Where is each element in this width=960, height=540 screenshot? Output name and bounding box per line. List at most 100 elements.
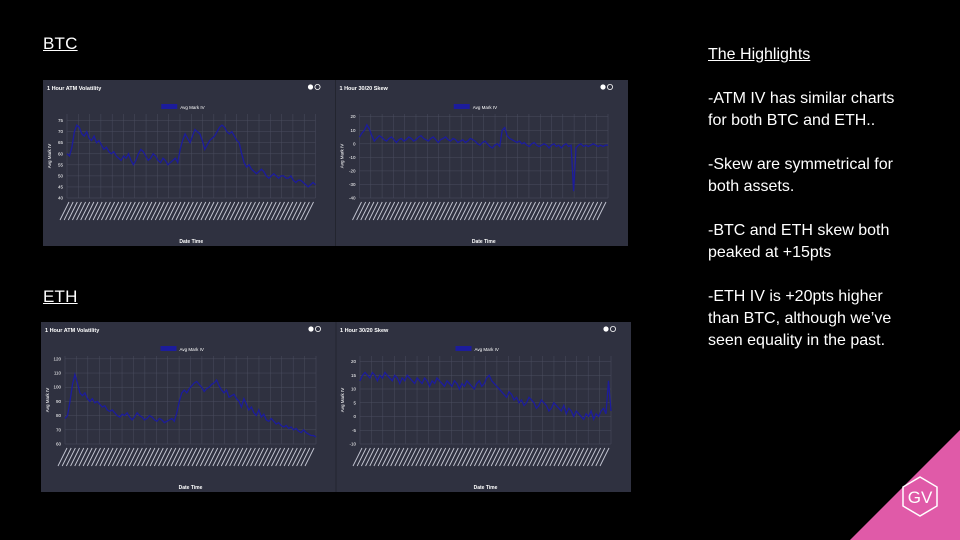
info-icon[interactable] <box>603 326 609 332</box>
highlights-panel: The Highlights -ATM IV has similar chart… <box>708 44 898 374</box>
y-axis-label: Avg Mark IV <box>340 388 345 412</box>
x-tick-label <box>275 201 285 221</box>
y-axis-label: Avg Mark IV <box>47 144 52 168</box>
x-tick-label <box>195 447 206 467</box>
x-tick-label <box>410 201 420 221</box>
help-icon[interactable] <box>607 84 614 90</box>
x-tick-label <box>65 447 76 467</box>
x-tick-label <box>360 447 371 467</box>
x-tick-label <box>191 447 202 467</box>
x-tick-label <box>571 201 582 221</box>
x-tick-label <box>439 201 449 221</box>
info-icon[interactable] <box>307 84 314 90</box>
x-tick-label <box>536 447 547 467</box>
info-icon[interactable] <box>600 84 606 90</box>
x-tick-label <box>513 201 524 221</box>
x-tick-label <box>245 447 256 467</box>
x-tick-label <box>283 201 294 221</box>
legend-label: Avg Mark IV <box>180 347 204 352</box>
x-tick-label <box>179 201 190 221</box>
x-tick-label <box>482 447 493 467</box>
legend-swatch <box>160 346 177 351</box>
x-tick-label <box>59 201 70 221</box>
x-tick-label <box>530 201 541 221</box>
x-tick-label <box>551 201 561 221</box>
x-tick-label <box>397 201 408 221</box>
x-tick-label <box>80 201 91 221</box>
x-tick-label <box>132 447 143 467</box>
x-tick-label <box>364 201 375 221</box>
x-tick-label <box>532 447 543 467</box>
y-axis-label: Avg Mark IV <box>45 388 50 412</box>
x-tick-label <box>540 447 551 467</box>
x-tick-label <box>84 201 95 221</box>
x-tick-label <box>472 201 483 221</box>
y-tick-label: 120 <box>53 356 61 361</box>
x-axis-label: Date Time <box>474 485 498 491</box>
y-tick-label: 20 <box>351 359 357 364</box>
x-tick-label <box>465 447 476 467</box>
x-tick-label <box>575 201 586 221</box>
y-tick-label: -30 <box>349 182 356 187</box>
x-tick-label <box>534 201 545 221</box>
y-tick-label: 55 <box>58 162 64 167</box>
btc-section-title: BTC <box>43 34 78 53</box>
y-tick-label: 15 <box>351 373 357 378</box>
y-tick-label: 20 <box>350 114 356 119</box>
help-icon[interactable] <box>314 326 321 332</box>
x-tick-label <box>141 447 152 467</box>
x-tick-label <box>61 447 72 467</box>
x-tick-label <box>67 201 78 221</box>
x-tick-label <box>82 447 93 467</box>
x-tick-label <box>72 201 82 221</box>
x-tick-label <box>258 447 269 467</box>
x-tick-label <box>233 201 244 221</box>
x-tick-label <box>499 447 509 467</box>
x-tick-label <box>352 201 362 221</box>
x-tick-label <box>414 201 425 221</box>
x-tick-label <box>196 201 207 221</box>
x-tick-label <box>220 447 231 467</box>
help-icon[interactable] <box>610 326 617 332</box>
x-tick-label <box>250 201 261 221</box>
x-tick-label <box>405 201 416 221</box>
x-tick-label <box>503 447 514 467</box>
x-tick-label <box>283 447 294 467</box>
x-tick-label <box>279 201 290 221</box>
x-tick-label <box>501 201 512 221</box>
x-tick-label <box>390 447 401 467</box>
x-tick-label <box>484 201 495 221</box>
y-tick-label: 10 <box>350 128 356 133</box>
x-tick-label <box>225 201 236 221</box>
x-tick-label <box>432 447 442 467</box>
x-tick-label <box>241 201 252 221</box>
chart-title: 1 Hour ATM Volatility <box>45 328 100 334</box>
x-tick-label <box>422 201 433 221</box>
x-tick-label <box>381 201 391 221</box>
x-tick-label <box>542 201 553 221</box>
chart-panel-btc_atm: 1 Hour ATM Volatility Avg Mark IV 40 45 50 55… <box>47 84 321 245</box>
x-tick-label <box>563 201 574 221</box>
x-tick-label <box>246 201 256 221</box>
x-tick-label <box>91 447 101 467</box>
y-tick-label: 45 <box>58 184 64 189</box>
info-icon[interactable] <box>308 326 314 332</box>
x-tick-label <box>296 447 307 467</box>
y-tick-label: 70 <box>56 427 62 432</box>
x-tick-label <box>287 447 298 467</box>
x-tick-label <box>107 447 118 467</box>
x-tick-label <box>474 447 484 467</box>
x-tick-label <box>394 447 405 467</box>
x-tick-label <box>212 447 223 467</box>
x-tick-label <box>120 447 131 467</box>
hexagon-icon <box>902 476 938 517</box>
x-tick-label <box>385 201 396 221</box>
chart-title: 1 Hour 30/20 Skew <box>340 86 389 92</box>
x-tick-label <box>287 201 298 221</box>
legend-swatch <box>453 104 470 109</box>
x-tick-label <box>166 447 177 467</box>
y-tick-label: 60 <box>56 442 62 447</box>
help-icon[interactable] <box>314 84 321 90</box>
x-tick-label <box>492 201 503 221</box>
x-tick-label <box>580 201 590 221</box>
